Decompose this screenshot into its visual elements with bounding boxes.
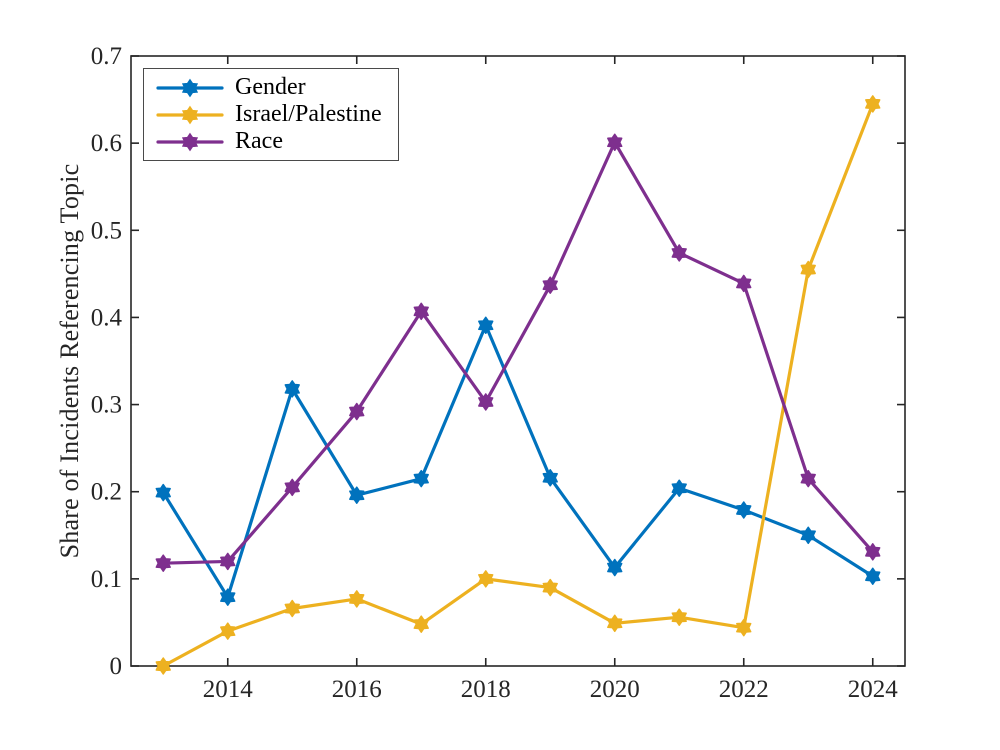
marker-gender-2017 [413,469,429,488]
legend-marker-israel-palestine [181,105,199,124]
marker-gender-2013 [155,483,171,502]
marker-israel-palestine-2019 [542,578,558,597]
x-tick-label-2022: 2022 [719,676,769,703]
marker-race-2022 [736,274,752,293]
legend-label-gender: Gender [235,74,306,100]
marker-race-2015 [284,478,300,497]
marker-race-2014 [220,552,236,571]
x-tick-label-2014: 2014 [203,676,254,703]
marker-race-2020 [607,133,623,152]
marker-gender-2016 [349,486,365,504]
marker-israel-palestine-2017 [413,615,429,633]
y-axis-label: Share of Incidents Referencing Topic [55,163,84,559]
marker-race-2018 [478,393,494,411]
marker-race-2013 [155,554,171,572]
legend-marker-race [181,132,199,151]
marker-gender-2015 [284,380,300,398]
x-tick-label-2018: 2018 [461,676,511,703]
legend-line-sample-race [156,132,224,151]
marker-gender-2022 [736,501,752,519]
legend-entry-race: Race [154,128,382,155]
y-tick-label-7: 0.7 [91,43,122,70]
marker-israel-palestine-2018 [478,570,494,588]
marker-israel-palestine-2015 [284,599,300,618]
marker-race-2024 [865,543,881,561]
legend-line-sample-israel-palestine [156,105,224,124]
marker-gender-2021 [671,479,687,497]
legend-line-sample-gender [156,78,224,97]
series-line-israel-palestine [161,102,875,668]
y-tick-label-3: 0.3 [91,392,122,419]
marker-israel-palestine-2023 [800,260,816,279]
series-line-race [161,140,875,565]
x-tick-label-2016: 2016 [332,676,382,703]
y-tick-label-4: 0.4 [91,304,123,331]
marker-israel-palestine-2013 [155,657,171,675]
y-tick-label-0: 0 [110,653,123,680]
y-tick-label-1: 0.1 [91,566,122,593]
marker-gender-2018 [478,316,494,335]
marker-gender-2020 [607,558,623,577]
plot-border [130,55,906,667]
legend-label-race: Race [235,128,283,154]
marker-race-2023 [800,469,816,488]
legend-marker-gender [181,78,199,97]
x-tick-label-2020: 2020 [590,676,640,703]
marker-gender-2023 [800,526,816,545]
marker-race-2016 [349,402,365,421]
legend-entry-gender: Gender [154,74,382,101]
y-tick-label-5: 0.5 [91,217,122,244]
marker-gender-2019 [542,469,558,487]
series-line-gender [161,323,875,599]
marker-race-2017 [413,302,429,321]
marker-israel-palestine-2022 [736,618,752,637]
marker-israel-palestine-2014 [220,622,236,640]
marker-race-2021 [671,244,687,262]
y-tick-label-6: 0.6 [91,130,122,157]
marker-race-2019 [542,276,558,294]
marker-israel-palestine-2021 [671,608,687,626]
legend-label-israel-palestine: Israel/Palestine [235,101,382,127]
legend-entry-israel-palestine: Israel/Palestine [154,101,382,128]
marker-israel-palestine-2016 [349,590,365,608]
marker-gender-2014 [220,588,236,606]
marker-gender-2024 [865,567,881,585]
marker-israel-palestine-2020 [607,614,623,633]
legend: Gender Israel/Palestine Race [143,68,399,161]
x-tick-label-2024: 2024 [848,676,899,703]
marker-israel-palestine-2024 [865,95,881,113]
y-tick-label-2: 0.2 [91,479,122,506]
